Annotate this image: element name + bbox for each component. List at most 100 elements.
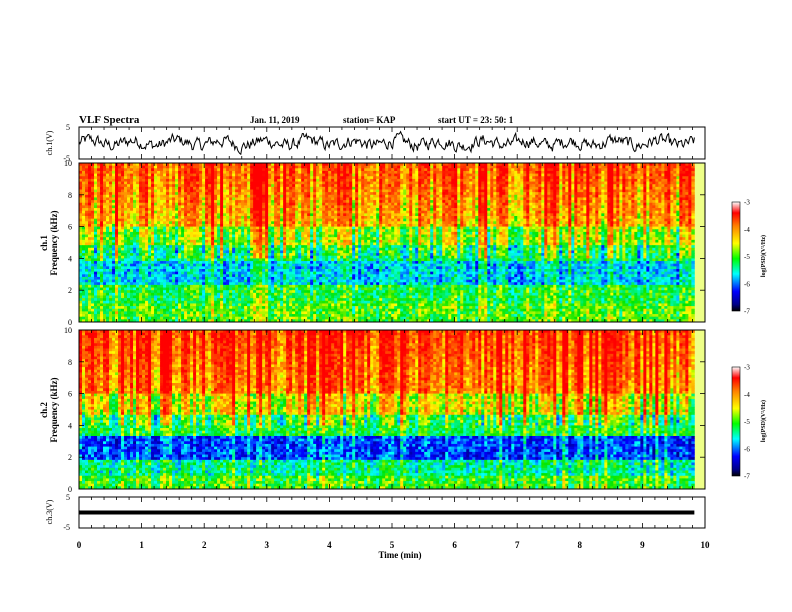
spectrogram-cell bbox=[373, 173, 377, 177]
spectrogram-cell bbox=[265, 208, 269, 212]
spectrogram-cell bbox=[469, 168, 473, 172]
spectrogram-cell bbox=[196, 202, 200, 206]
spectrogram-cell bbox=[640, 192, 644, 196]
spectrogram-cell bbox=[367, 186, 371, 190]
spectrogram-cell bbox=[154, 181, 158, 185]
spectrogram-cell bbox=[88, 218, 92, 222]
spectrogram-cell bbox=[535, 165, 539, 169]
spectrogram-cell bbox=[382, 192, 386, 196]
spectrogram-cell bbox=[427, 216, 431, 220]
spectrogram-cell bbox=[79, 181, 83, 185]
spectrogram-cell bbox=[79, 221, 83, 225]
spectrogram-cell bbox=[148, 218, 152, 222]
spectrogram-cell bbox=[268, 202, 272, 206]
spectrogram-cell bbox=[436, 163, 440, 167]
spectrogram-cell bbox=[643, 208, 647, 212]
spectrogram-cell bbox=[646, 208, 650, 212]
spectrogram-cell bbox=[508, 218, 512, 222]
spectrogram-cell bbox=[295, 200, 299, 204]
spectrogram-cell bbox=[565, 223, 569, 227]
spectrogram-cell bbox=[508, 197, 512, 201]
spectrogram-cell bbox=[538, 192, 542, 196]
spectrogram-cell bbox=[238, 205, 242, 209]
spectrogram-cell bbox=[124, 173, 128, 177]
spectrogram-cell bbox=[337, 208, 341, 212]
spectrogram-cell bbox=[652, 176, 656, 180]
spectrogram-cell bbox=[403, 221, 407, 225]
spectrogram-cell bbox=[487, 178, 491, 182]
spectrogram-cell bbox=[652, 163, 656, 167]
spectrogram-cell bbox=[238, 184, 242, 188]
spectrogram-cell bbox=[178, 181, 182, 185]
spectrogram-cell bbox=[229, 165, 233, 169]
spectrogram-cell bbox=[157, 165, 161, 169]
spectrogram-cell bbox=[649, 197, 653, 201]
spectrogram-cell bbox=[544, 213, 548, 217]
spectrogram-cell bbox=[253, 184, 257, 188]
spectrogram-cell bbox=[247, 163, 251, 167]
spectrogram-cell bbox=[457, 170, 461, 174]
spectrogram-cell bbox=[124, 184, 128, 188]
spectrogram-cell bbox=[214, 163, 218, 167]
spectrogram-cell bbox=[646, 205, 650, 209]
spectrogram-cell bbox=[406, 168, 410, 172]
spectrogram-cell bbox=[646, 184, 650, 188]
spectrogram-cell bbox=[217, 184, 221, 188]
spectrogram-cell bbox=[679, 168, 683, 172]
spectrogram-cell bbox=[370, 202, 374, 206]
spectrogram-cell bbox=[505, 213, 509, 217]
spectrogram-cell bbox=[313, 165, 317, 169]
spectrogram-cell bbox=[415, 189, 419, 193]
spectrogram-cell bbox=[616, 184, 620, 188]
spectrogram-cell bbox=[463, 170, 467, 174]
spectrogram-cell bbox=[658, 202, 662, 206]
spectrogram-cell bbox=[586, 205, 590, 209]
spectrogram-cell bbox=[337, 200, 341, 204]
spectrogram-cell bbox=[655, 208, 659, 212]
spectrogram-cell bbox=[445, 168, 449, 172]
spectrogram-cell bbox=[397, 165, 401, 169]
spectrogram-cell bbox=[478, 200, 482, 204]
spectrogram-cell bbox=[163, 221, 167, 225]
spectrogram-cell bbox=[85, 184, 89, 188]
spectrogram-cell bbox=[661, 168, 665, 172]
spectrogram-cell bbox=[271, 205, 275, 209]
spectrogram-cell bbox=[373, 168, 377, 172]
spectrogram-cell bbox=[148, 168, 152, 172]
spectrogram-cell bbox=[658, 205, 662, 209]
spectrogram-cell bbox=[565, 210, 569, 214]
spectrogram-cell bbox=[688, 178, 692, 182]
spectrogram-cell bbox=[298, 197, 302, 201]
spectrogram-cell bbox=[613, 163, 617, 167]
spectrogram-cell bbox=[463, 221, 467, 225]
spectrogram-cell bbox=[466, 173, 470, 177]
spectrogram-cell bbox=[406, 170, 410, 174]
spectrogram-cell bbox=[451, 223, 455, 227]
spectrogram-cell bbox=[505, 173, 509, 177]
spectrogram-cell bbox=[586, 200, 590, 204]
spectrogram-cell bbox=[253, 189, 257, 193]
spectrogram-cell bbox=[220, 218, 224, 222]
spectrogram-cell bbox=[199, 170, 203, 174]
spectrogram-cell bbox=[325, 208, 329, 212]
spectrogram-cell bbox=[271, 189, 275, 193]
spectrogram-cell bbox=[460, 205, 464, 209]
spectrogram-cell bbox=[625, 189, 629, 193]
spectrogram-cell bbox=[199, 192, 203, 196]
spectrogram-cell bbox=[286, 163, 290, 167]
spectrogram-cell bbox=[289, 184, 293, 188]
spectrogram-cell bbox=[376, 173, 380, 177]
spectrogram-cell bbox=[163, 218, 167, 222]
spectrogram-cell bbox=[220, 163, 224, 167]
spectrogram-cell bbox=[583, 168, 587, 172]
spectrogram-cell bbox=[358, 170, 362, 174]
spectrogram-cell bbox=[436, 216, 440, 220]
spectrogram-cell bbox=[223, 218, 227, 222]
spectrogram-cell bbox=[682, 165, 686, 169]
spectrogram-cell bbox=[490, 184, 494, 188]
spectrogram-cell bbox=[544, 178, 548, 182]
spectrogram-cell bbox=[199, 208, 203, 212]
spectrogram-cell bbox=[583, 218, 587, 222]
spectrogram-cell bbox=[493, 194, 497, 198]
spectrogram-cell bbox=[604, 197, 608, 201]
